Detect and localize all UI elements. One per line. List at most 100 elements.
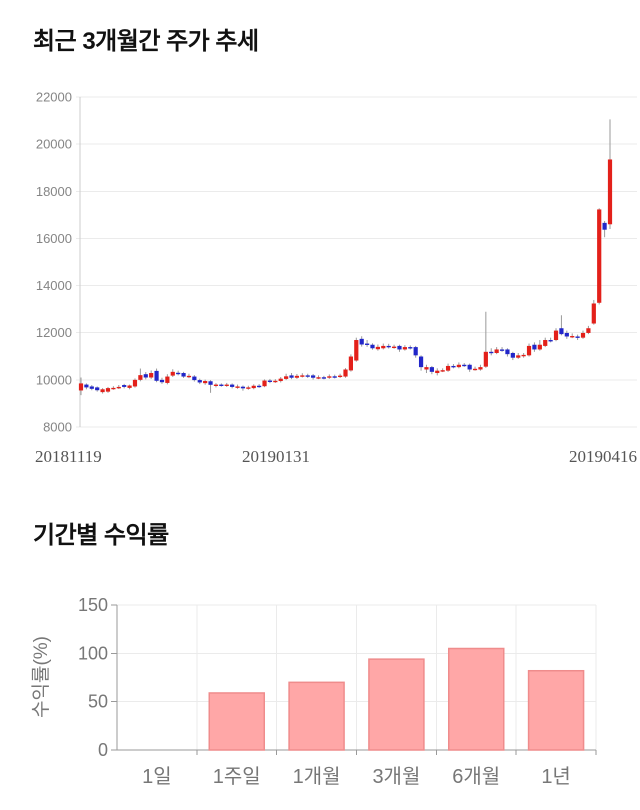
returns-x-axis-label: 1개월 <box>293 765 341 788</box>
candle-body-down <box>413 347 418 356</box>
candle-body-up <box>284 376 289 379</box>
candle-body-up <box>235 386 240 388</box>
candle-body-down <box>240 386 246 389</box>
price-y-tick-label: 16000 <box>36 231 72 246</box>
candle-body-up <box>478 367 483 370</box>
candle-body-down <box>143 374 148 378</box>
return-bar <box>448 647 505 751</box>
candle-body-down <box>230 384 235 387</box>
returns-chart-title: 기간별 수익률 <box>33 522 169 549</box>
price-y-tick-label: 18000 <box>36 184 72 199</box>
candle-body-down <box>397 345 402 350</box>
candle-body-up <box>597 209 602 303</box>
candle-body-down <box>208 381 213 385</box>
candle-body-up <box>316 377 321 379</box>
candle-body-down <box>364 343 370 345</box>
candle-body-down <box>332 376 337 378</box>
candle-body-up <box>586 328 591 333</box>
candle-body-down <box>84 384 89 388</box>
candle-body-down <box>370 344 375 349</box>
candle-body-up <box>213 384 219 386</box>
candle-body-down <box>602 222 607 230</box>
return-bar <box>288 681 345 751</box>
candle-body-down <box>181 373 186 377</box>
candle-body-up <box>127 385 132 388</box>
candle-body-up <box>391 346 397 349</box>
candle-body-down <box>89 386 94 389</box>
candle-body-up <box>300 375 305 377</box>
candle-body-down <box>418 356 424 368</box>
period-returns-bar-chart: 0 50 100 150 1일 1주일 1개월 3개월 6개월 1년 수익률(%) <box>30 595 597 788</box>
candle-body-up <box>472 368 478 371</box>
price-x-axis-label: 20181119 <box>35 447 102 466</box>
candle-body-down <box>267 380 273 382</box>
returns-x-axis-label: 6개월 <box>452 765 500 788</box>
candle-body-up <box>149 373 154 378</box>
return-bar <box>527 669 585 751</box>
returns-y-tick-label: 50 <box>88 692 108 712</box>
candle-body-up <box>537 344 542 350</box>
candle-body-up <box>251 385 256 389</box>
candle-body-down <box>564 332 569 337</box>
candle-body-down <box>489 351 494 354</box>
return-bar <box>368 658 425 751</box>
candle-body-up <box>273 380 278 383</box>
candle-body-up <box>111 387 116 390</box>
candle-body-down <box>159 379 165 383</box>
candle-body-down <box>510 352 515 358</box>
candle-body-up <box>354 340 359 361</box>
returns-y-tick-label: 0 <box>98 740 108 760</box>
candle-body-up <box>440 370 445 372</box>
price-candlestick-chart: 22000 20000 18000 16000 14000 12000 10000 8000 2… <box>35 90 637 466</box>
candle-body-down <box>532 344 537 350</box>
price-y-tick-label: 12000 <box>36 325 72 340</box>
candle-body-down <box>192 376 197 381</box>
candle-body-up <box>570 336 575 338</box>
candle-body-up <box>375 346 380 350</box>
candle-body-up <box>424 367 429 370</box>
candle-body-up <box>132 379 138 387</box>
candle-body-up <box>100 389 105 393</box>
candle-body-up <box>186 375 192 378</box>
candle-body-up <box>402 347 407 350</box>
candle-body-down <box>408 347 413 349</box>
returns-x-axis-label: 1주일 <box>213 765 261 788</box>
candle-body-down <box>176 372 181 375</box>
candle-body-down <box>559 328 564 335</box>
candle-body-down <box>197 380 202 383</box>
candle-body-up <box>327 376 332 378</box>
candle-body-down <box>575 336 580 338</box>
candle-body-up <box>338 375 343 378</box>
candle-body-down <box>305 375 310 377</box>
candle-body-down <box>289 375 294 378</box>
price-y-tick-label: 14000 <box>36 278 72 293</box>
candle-body-down <box>219 384 224 386</box>
candle-body-up <box>138 375 143 380</box>
candle-body-up <box>543 340 548 346</box>
candle-body-up <box>105 388 111 392</box>
candle-body-down <box>429 367 434 372</box>
price-x-axis-label: 20190416 <box>569 447 637 466</box>
candle-body-down <box>311 375 316 378</box>
return-bar <box>208 692 265 751</box>
candle-body-up <box>262 380 267 387</box>
returns-x-axis-label: 3개월 <box>372 765 420 788</box>
candle-body-up <box>456 364 461 368</box>
candle-body-up <box>591 303 596 324</box>
candle-body-up <box>526 345 532 356</box>
candle-body-down <box>154 370 159 381</box>
candle-body-down <box>451 365 456 368</box>
candle-body-up <box>246 387 251 389</box>
returns-y-tick-label: 150 <box>78 595 108 615</box>
candle-body-down <box>257 385 262 388</box>
candle-body-up <box>516 355 521 358</box>
candle-body-down <box>548 340 553 342</box>
candle-body-up <box>483 351 488 367</box>
candle-body-up <box>203 381 208 384</box>
candle-body-up <box>278 378 283 382</box>
candle-body-up <box>445 365 451 371</box>
returns-x-axis-label: 1년 <box>541 765 571 788</box>
candle-body-up <box>580 332 586 338</box>
candle-body-up <box>294 375 300 378</box>
price-y-tick-label: 20000 <box>36 137 72 152</box>
